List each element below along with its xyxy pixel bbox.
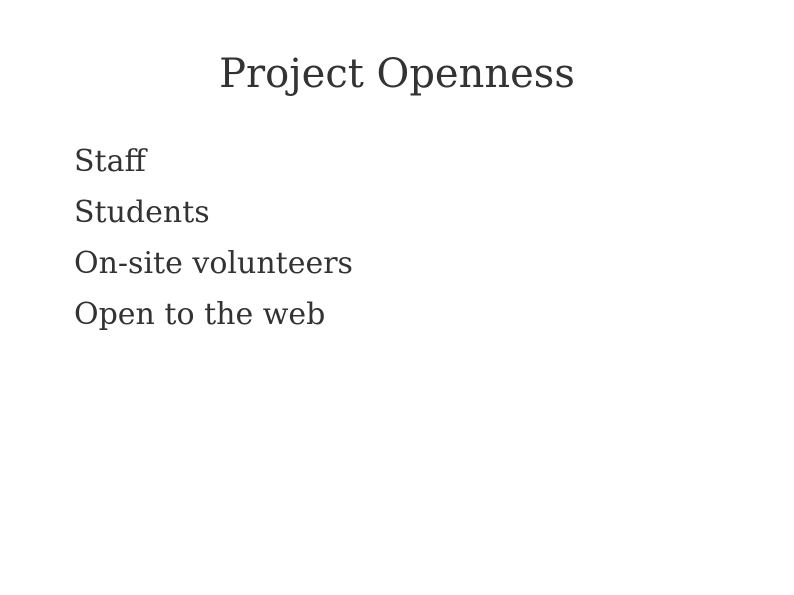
slide-title: Project Openness — [219, 51, 575, 97]
list-item: Students — [74, 195, 210, 230]
list-item: Open to the web — [74, 297, 326, 332]
list-item: On-site volunteers — [74, 246, 353, 281]
list-item: Staff — [74, 144, 146, 179]
bullet-list: Staff Students On-site volunteers Open t… — [74, 136, 353, 340]
